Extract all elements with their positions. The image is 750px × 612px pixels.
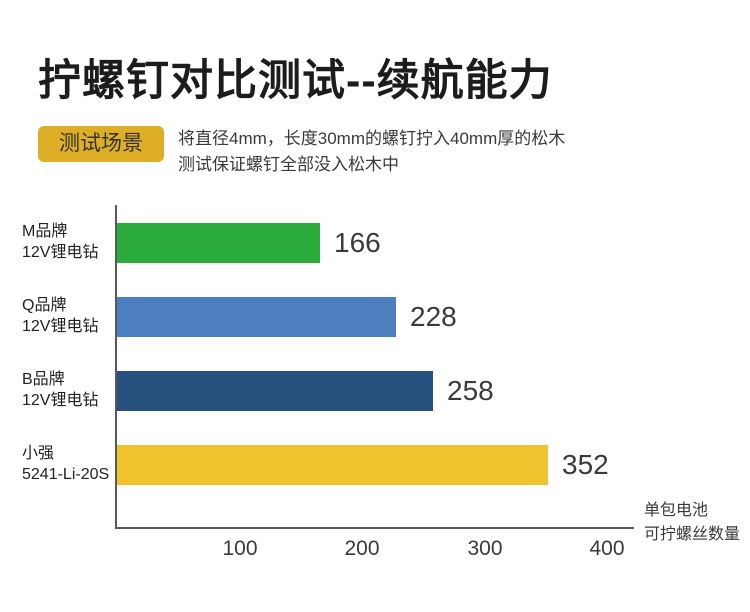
page-title: 拧螺钉对比测试--续航能力 <box>38 57 553 105</box>
x-tick-label-300: 300 <box>467 537 503 560</box>
scenario-row: 测试场景 将直径4mm，长度30mm的螺钉拧入40mm厚的松木 测试保证螺钉全部… <box>38 126 565 179</box>
category-label-line: 12V锂电钻 <box>22 244 99 262</box>
category-label-line: 小强 <box>22 445 55 462</box>
scenario-badge: 测试场景 <box>38 126 164 162</box>
bar-3 <box>117 371 433 411</box>
category-label-line: 5241-Li-20S <box>22 466 110 484</box>
category-label-4: 小强 5241-Li-20S <box>22 443 115 485</box>
category-label-line: M品牌 <box>22 223 68 240</box>
bar-value-2: 228 <box>410 301 457 332</box>
bar-value-1: 166 <box>334 227 381 258</box>
bar-value-3: 258 <box>447 375 494 406</box>
scenario-description: 将直径4mm，长度30mm的螺钉拧入40mm厚的松木 测试保证螺钉全部没入松木中 <box>178 126 565 179</box>
x-axis-label-line-2: 可拧螺丝数量 <box>644 526 741 543</box>
x-tick-label-200: 200 <box>344 537 380 560</box>
category-label-1: M品牌 12V锂电钻 <box>22 221 115 263</box>
plot-area: 单包电池 可拧螺丝数量 166 M品牌 12V锂电钻 228 Q品牌 12V锂电钻 258 B… <box>22 205 740 560</box>
x-tick-label-400: 400 <box>589 537 625 560</box>
x-axis-label-line-1: 单包电池 <box>644 502 709 519</box>
bar-2 <box>117 297 396 337</box>
category-label-line: 12V锂电钻 <box>22 318 99 336</box>
bar-1 <box>117 223 320 263</box>
x-tick-label-100: 100 <box>222 537 258 560</box>
bar-4 <box>117 445 548 485</box>
bar-value-4: 352 <box>562 449 609 480</box>
category-label-line: B品牌 <box>22 371 65 388</box>
category-label-line: 12V锂电钻 <box>22 392 99 410</box>
scenario-line-2: 测试保证螺钉全部没入松木中 <box>178 155 399 175</box>
category-label-3: B品牌 12V锂电钻 <box>22 369 115 411</box>
scenario-line-1: 将直径4mm，长度30mm的螺钉拧入40mm厚的松木 <box>178 129 566 148</box>
category-label-2: Q品牌 12V锂电钻 <box>22 295 115 337</box>
x-axis-label: 单包电池 可拧螺丝数量 <box>644 499 740 547</box>
category-label-line: Q品牌 <box>22 297 67 314</box>
